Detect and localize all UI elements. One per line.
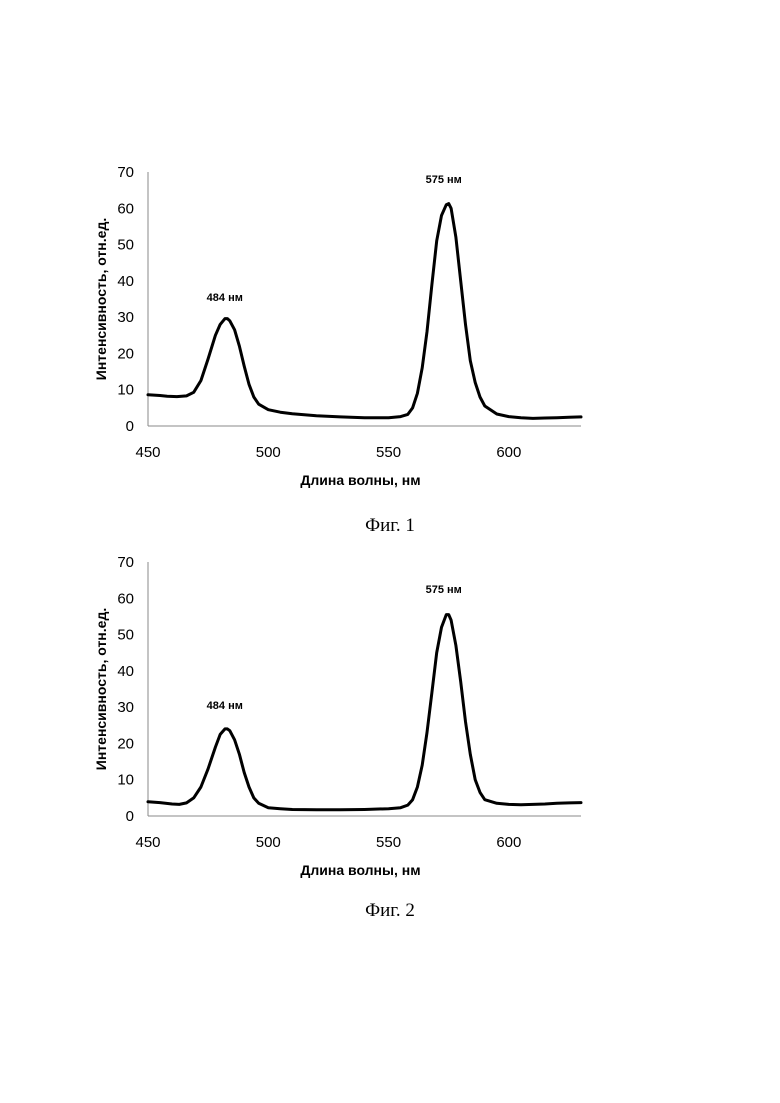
spectrum-line (148, 204, 581, 419)
y-tick-label: 70 (117, 554, 134, 571)
y-tick-label: 10 (117, 772, 134, 789)
y-tick-label: 30 (117, 309, 134, 326)
y-tick-label: 50 (117, 237, 134, 254)
peak-label: 575 нм (426, 174, 462, 186)
y-tick-label: 40 (117, 663, 134, 680)
y-tick-label: 20 (117, 345, 134, 362)
peak-label: 484 нм (207, 292, 243, 304)
y-axis-title: Интенсивность, отн.ед. (93, 218, 109, 380)
x-tick-label: 550 (376, 444, 401, 461)
figure-1: 0 10 20 30 40 50 60 70 450 500 550 600 Длина волны, … (0, 150, 780, 550)
spectrum-chart-2: 0 10 20 30 40 50 60 70 450 500 550 600 Длина волны, … (0, 540, 780, 900)
x-tick-label: 450 (135, 444, 160, 461)
x-tick-label: 600 (496, 444, 521, 461)
y-tick-label: 70 (117, 164, 134, 181)
y-tick-label: 50 (117, 627, 134, 644)
y-tick-label: 0 (126, 808, 134, 825)
y-tick-label: 60 (117, 200, 134, 217)
spectrum-line (148, 615, 581, 810)
spectrum-chart-1: 0 10 20 30 40 50 60 70 450 500 550 600 Длина волны, … (0, 150, 780, 510)
y-tick-label: 40 (117, 273, 134, 290)
figure-2: 0 10 20 30 40 50 60 70 450 500 550 600 Длина волны, … (0, 540, 780, 930)
y-tick-label: 20 (117, 735, 134, 752)
x-axis-title: Длина волны, нм (300, 472, 420, 488)
y-axis-title: Интенсивность, отн.ед. (93, 608, 109, 770)
x-tick-label: 550 (376, 834, 401, 851)
figure-caption: Фиг. 2 (0, 900, 780, 922)
x-axis-title: Длина волны, нм (300, 862, 420, 878)
figure-caption: Фиг. 1 (0, 515, 780, 537)
peak-label: 484 нм (207, 700, 243, 712)
y-tick-label: 60 (117, 590, 134, 607)
peak-label: 575 нм (426, 584, 462, 596)
x-tick-label: 450 (135, 834, 160, 851)
y-tick-label: 10 (117, 382, 134, 399)
x-tick-label: 500 (256, 444, 281, 461)
x-tick-label: 600 (496, 834, 521, 851)
x-tick-label: 500 (256, 834, 281, 851)
y-tick-label: 0 (126, 418, 134, 435)
y-tick-label: 30 (117, 699, 134, 716)
